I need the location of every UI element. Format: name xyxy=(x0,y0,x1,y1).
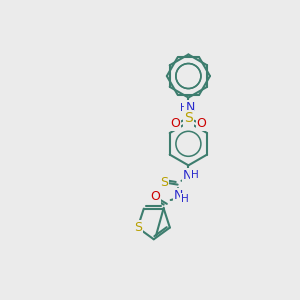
Text: N: N xyxy=(183,169,192,182)
Text: H: H xyxy=(191,170,198,180)
Text: N: N xyxy=(174,189,183,202)
Text: S: S xyxy=(134,221,142,234)
Text: H: H xyxy=(181,194,188,204)
Text: O: O xyxy=(196,117,206,130)
Text: O: O xyxy=(170,117,180,130)
Text: S: S xyxy=(184,111,193,125)
Text: H: H xyxy=(180,103,188,112)
Text: S: S xyxy=(160,176,168,189)
Text: O: O xyxy=(150,190,160,203)
Text: N: N xyxy=(185,101,195,114)
